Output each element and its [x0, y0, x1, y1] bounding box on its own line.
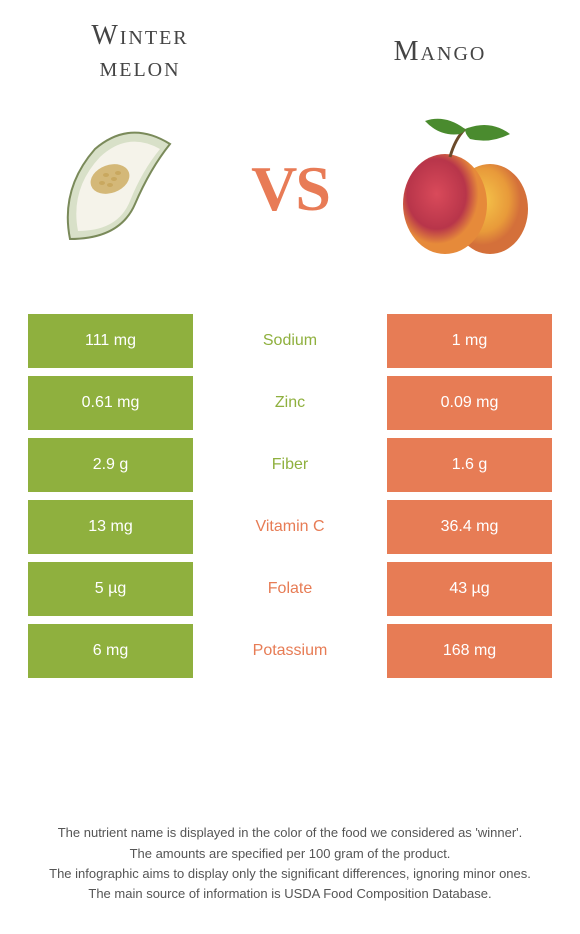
nutrient-value-right: 1 mg [387, 314, 552, 368]
nutrient-row: 2.9 gFiber1.6 g [28, 438, 552, 492]
nutrient-value-right: 1.6 g [387, 438, 552, 492]
nutrient-value-left: 2.9 g [28, 438, 193, 492]
winter-melon-image [40, 109, 200, 269]
nutrient-value-right: 168 mg [387, 624, 552, 678]
images-row: VS [0, 84, 580, 314]
nutrient-row: 111 mgSodium1 mg [28, 314, 552, 368]
food-title-left: Winter melon [50, 20, 230, 84]
nutrient-name: Fiber [193, 438, 387, 492]
nutrient-row: 6 mgPotassium168 mg [28, 624, 552, 678]
nutrient-name: Zinc [193, 376, 387, 430]
nutrient-row: 5 µgFolate43 µg [28, 562, 552, 616]
food-title-right: Mango [350, 36, 530, 68]
nutrient-value-left: 111 mg [28, 314, 193, 368]
footnotes: The nutrient name is displayed in the co… [0, 823, 580, 904]
nutrient-name: Potassium [193, 624, 387, 678]
nutrient-value-left: 13 mg [28, 500, 193, 554]
header: Winter melon Mango [0, 0, 580, 84]
nutrient-value-left: 5 µg [28, 562, 193, 616]
footnote-line: The main source of information is USDA F… [30, 884, 550, 904]
nutrient-value-left: 0.61 mg [28, 376, 193, 430]
vs-label: VS [251, 152, 329, 226]
nutrient-row: 0.61 mgZinc0.09 mg [28, 376, 552, 430]
nutrient-name: Folate [193, 562, 387, 616]
nutrient-name: Sodium [193, 314, 387, 368]
footnote-line: The infographic aims to display only the… [30, 864, 550, 884]
footnote-line: The amounts are specified per 100 gram o… [30, 844, 550, 864]
nutrient-value-right: 43 µg [387, 562, 552, 616]
nutrient-value-left: 6 mg [28, 624, 193, 678]
nutrient-table: 111 mgSodium1 mg0.61 mgZinc0.09 mg2.9 gF… [0, 314, 580, 678]
nutrient-value-right: 0.09 mg [387, 376, 552, 430]
footnote-line: The nutrient name is displayed in the co… [30, 823, 550, 843]
mango-image [380, 109, 540, 269]
nutrient-name: Vitamin C [193, 500, 387, 554]
nutrient-value-right: 36.4 mg [387, 500, 552, 554]
nutrient-row: 13 mgVitamin C36.4 mg [28, 500, 552, 554]
